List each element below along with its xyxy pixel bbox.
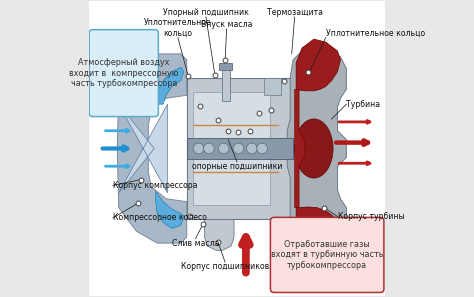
Circle shape <box>246 143 257 154</box>
Circle shape <box>193 143 204 154</box>
Text: Слив масла: Слив масла <box>172 239 219 248</box>
Text: Компрессорное колесо: Компрессорное колесо <box>113 214 207 222</box>
Text: Впуск масла: Впуск масла <box>201 20 252 29</box>
Text: опорные подшипники: опорные подшипники <box>192 162 282 171</box>
Bar <box>296 249 335 267</box>
Polygon shape <box>296 207 340 250</box>
Polygon shape <box>295 89 305 208</box>
FancyBboxPatch shape <box>89 30 158 117</box>
FancyBboxPatch shape <box>187 78 293 219</box>
Text: Корпус подшипников: Корпус подшипников <box>181 262 269 271</box>
Text: Упорный подшипник: Упорный подшипник <box>163 8 249 17</box>
FancyBboxPatch shape <box>270 217 384 293</box>
Text: Уплотнительное
кольцо: Уплотнительное кольцо <box>144 18 212 38</box>
Text: Корпус компрессора: Корпус компрессора <box>113 181 197 190</box>
Polygon shape <box>204 219 234 250</box>
Text: Турбина: Турбина <box>346 100 381 109</box>
Polygon shape <box>119 104 167 193</box>
Ellipse shape <box>295 119 333 178</box>
FancyBboxPatch shape <box>86 0 388 297</box>
Polygon shape <box>287 45 346 252</box>
Polygon shape <box>296 39 340 91</box>
Polygon shape <box>155 67 184 104</box>
Circle shape <box>257 143 267 154</box>
Text: Термозащита: Термозащита <box>267 8 323 17</box>
Bar <box>222 69 230 101</box>
FancyBboxPatch shape <box>192 92 270 205</box>
Circle shape <box>204 143 214 154</box>
Circle shape <box>233 143 244 154</box>
Bar <box>187 138 293 159</box>
Bar <box>219 63 232 70</box>
Bar <box>264 78 282 95</box>
Polygon shape <box>155 191 184 228</box>
Text: Корпус турбины: Корпус турбины <box>337 212 404 221</box>
Polygon shape <box>117 54 187 243</box>
Text: Атмосферный воздух
входит в  компрессорную
часть турбокомпрессора: Атмосферный воздух входит в компрессорну… <box>69 58 179 88</box>
Text: Уплотнительное кольцо: Уплотнительное кольцо <box>326 29 425 38</box>
Text: Отработавшие газы
входят в турбинную часть
турбокомпрессора: Отработавшие газы входят в турбинную час… <box>271 240 383 270</box>
Circle shape <box>219 143 229 154</box>
